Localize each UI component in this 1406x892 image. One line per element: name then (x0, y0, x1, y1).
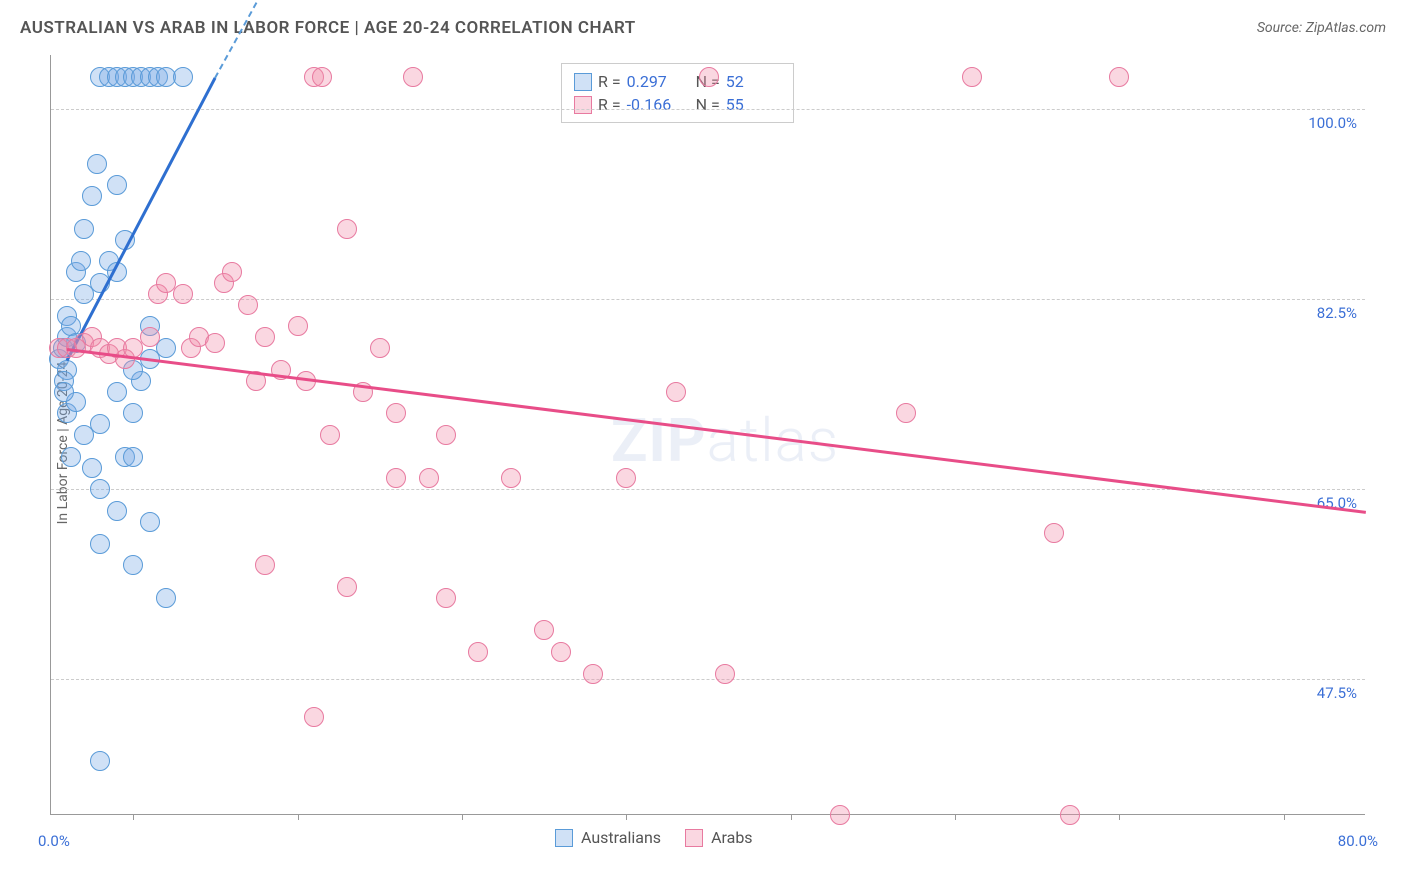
stats-row-arabs: R = -0.166 N = 55 (574, 93, 781, 116)
x-tick (626, 814, 627, 820)
swatch-arabs (574, 96, 592, 114)
scatter-point (90, 534, 110, 554)
gridline-h (51, 489, 1365, 490)
chart-plot-area: In Labor Force | Age 20-24 ZIPatlas R = … (50, 55, 1365, 815)
scatter-point (288, 316, 308, 336)
y-tick-label: 100.0% (1308, 114, 1357, 132)
scatter-point (436, 425, 456, 445)
scatter-point (173, 67, 193, 87)
scatter-point (666, 382, 686, 402)
x-tick (133, 814, 134, 820)
scatter-point (1060, 805, 1080, 825)
scatter-point (830, 805, 850, 825)
scatter-point (896, 403, 916, 423)
scatter-point (386, 468, 406, 488)
scatter-point (386, 403, 406, 423)
x-axis-min-label: 0.0% (38, 832, 70, 850)
scatter-point (173, 284, 193, 304)
scatter-point (140, 327, 160, 347)
scatter-point (90, 479, 110, 499)
scatter-point (123, 555, 143, 575)
scatter-point (320, 425, 340, 445)
scatter-point (501, 468, 521, 488)
y-tick-label: 82.5% (1317, 304, 1357, 322)
scatter-point (1109, 67, 1129, 87)
scatter-point (1044, 523, 1064, 543)
x-axis-max-label: 80.0% (1338, 832, 1378, 850)
legend-swatch-arabs (685, 829, 703, 847)
scatter-point (74, 219, 94, 239)
scatter-point (90, 414, 110, 434)
scatter-point (419, 468, 439, 488)
chart-title: AUSTRALIAN VS ARAB IN LABOR FORCE | AGE … (20, 18, 636, 38)
scatter-point (90, 751, 110, 771)
scatter-point (337, 577, 357, 597)
gridline-h (51, 109, 1365, 110)
scatter-point (583, 664, 603, 684)
scatter-point (54, 382, 74, 402)
x-tick (791, 814, 792, 820)
x-tick (298, 814, 299, 820)
swatch-australians (574, 73, 592, 91)
scatter-point (699, 67, 719, 87)
y-tick-label: 47.5% (1317, 684, 1357, 702)
scatter-point (82, 458, 102, 478)
scatter-point (156, 338, 176, 358)
scatter-point (87, 154, 107, 174)
scatter-point (107, 382, 127, 402)
n-value-arabs: 55 (726, 95, 781, 114)
gridline-h (51, 679, 1365, 680)
source-attribution: Source: ZipAtlas.com (1257, 20, 1386, 36)
scatter-point (370, 338, 390, 358)
scatter-point (107, 175, 127, 195)
r-value-australians: 0.297 (627, 72, 682, 91)
scatter-point (82, 186, 102, 206)
legend-swatch-australians (555, 829, 573, 847)
scatter-point (205, 333, 225, 353)
correlation-stats-box: R = 0.297 N = 52 R = -0.166 N = 55 (561, 63, 794, 123)
trend-line-dashed (214, 0, 282, 78)
x-tick (1119, 814, 1120, 820)
scatter-point (255, 555, 275, 575)
r-value-arabs: -0.166 (627, 95, 682, 114)
scatter-point (534, 620, 554, 640)
scatter-point (61, 447, 81, 467)
scatter-point (304, 707, 324, 727)
legend-item-australians: Australians (555, 828, 661, 847)
scatter-point (962, 67, 982, 87)
scatter-point (337, 219, 357, 239)
scatter-point (107, 501, 127, 521)
series-legend: Australians Arabs (555, 828, 753, 847)
scatter-point (468, 642, 488, 662)
scatter-point (551, 642, 571, 662)
x-tick (462, 814, 463, 820)
scatter-point (312, 67, 332, 87)
scatter-point (140, 512, 160, 532)
scatter-point (71, 251, 91, 271)
legend-item-arabs: Arabs (685, 828, 753, 847)
n-value-australians: 52 (726, 72, 781, 91)
scatter-point (238, 295, 258, 315)
scatter-point (255, 327, 275, 347)
scatter-point (715, 664, 735, 684)
scatter-point (403, 67, 423, 87)
x-tick (1284, 814, 1285, 820)
scatter-point (616, 468, 636, 488)
scatter-point (123, 447, 143, 467)
scatter-point (156, 588, 176, 608)
scatter-point (436, 588, 456, 608)
scatter-point (123, 403, 143, 423)
stats-row-australians: R = 0.297 N = 52 (574, 70, 781, 93)
x-tick (955, 814, 956, 820)
scatter-point (222, 262, 242, 282)
